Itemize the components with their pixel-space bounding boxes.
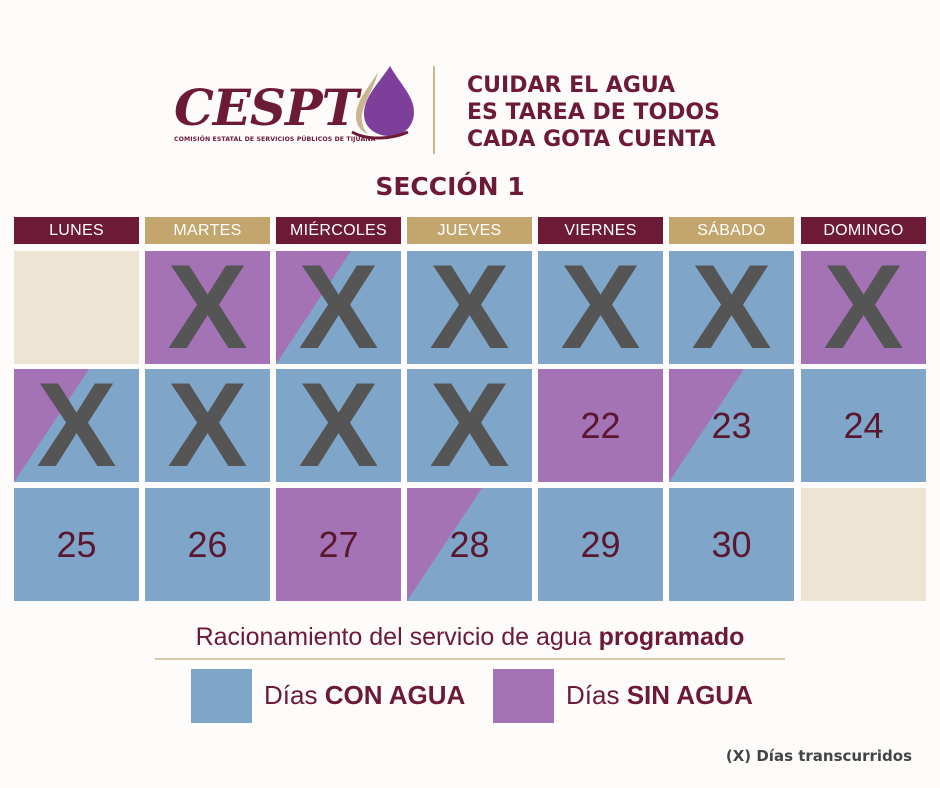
tagline-line: CADA GOTA CUENTA xyxy=(467,127,716,152)
day-status-fill xyxy=(14,488,139,601)
calendar-day: 29 xyxy=(538,488,663,601)
day-status-fill xyxy=(669,369,794,482)
day-status-fill xyxy=(407,369,532,482)
calendar-day: X xyxy=(801,251,926,364)
day-status-fill xyxy=(276,369,401,482)
day-status-fill xyxy=(14,369,139,482)
elapsed-day-x-mark: X xyxy=(298,251,379,364)
elapsed-day-x-mark: X xyxy=(691,251,772,364)
weekday-header: MARTES xyxy=(145,217,270,244)
tagline: CUIDAR EL AGUA ES TAREA DE TODOS CADA GO… xyxy=(467,72,720,153)
elapsed-day-x-mark: X xyxy=(560,251,641,364)
calendar-day: X xyxy=(276,369,401,482)
day-status-fill xyxy=(538,251,663,364)
elapsed-day-x-mark: X xyxy=(167,369,248,482)
calendar-day: 26 xyxy=(145,488,270,601)
day-status-fill xyxy=(538,369,663,482)
elapsed-day-x-mark: X xyxy=(167,251,248,364)
calendar-day: 23 xyxy=(669,369,794,482)
calendar-day: X xyxy=(145,251,270,364)
calendar-day: X xyxy=(407,251,532,364)
calendar-day: X xyxy=(14,369,139,482)
calendar-day: 30 xyxy=(669,488,794,601)
day-number: 30 xyxy=(711,524,752,565)
elapsed-day-x-mark: X xyxy=(429,251,510,364)
day-status-fill xyxy=(145,488,270,601)
sin-agua-prefix: Días xyxy=(566,680,627,710)
sin-agua-swatch xyxy=(493,669,554,723)
day-number: 23 xyxy=(711,405,752,446)
day-status-fill xyxy=(276,488,401,601)
calendar-day xyxy=(14,251,139,364)
weekday-header: MIÉRCOLES xyxy=(276,217,401,244)
calendar-day: 28 xyxy=(407,488,532,601)
elapsed-day-x-mark: X xyxy=(823,251,904,364)
day-number: 25 xyxy=(56,524,97,565)
calendar-day: X xyxy=(538,251,663,364)
sin-agua-bold: SIN AGUA xyxy=(626,680,753,710)
calendar-day: 22 xyxy=(538,369,663,482)
legend-divider xyxy=(155,658,785,660)
calendar-day: X xyxy=(669,251,794,364)
day-status-fill xyxy=(669,251,794,364)
day-number: 22 xyxy=(580,405,621,446)
legend-title: Racionamiento del servicio de agua progr… xyxy=(0,623,940,652)
day-status-fill xyxy=(801,369,926,482)
cespt-logo: CESPT COMISIÓN ESTATAL DE SERVICIOS PÚBL… xyxy=(168,62,428,162)
weekday-header: VIERNES xyxy=(538,217,663,244)
day-status-fill xyxy=(145,369,270,482)
day-number: 24 xyxy=(843,405,884,446)
calendar-day: X xyxy=(145,369,270,482)
water-drop-icon xyxy=(351,66,414,140)
day-status-fill xyxy=(669,488,794,601)
day-status-fill xyxy=(407,488,532,601)
calendar-day: 27 xyxy=(276,488,401,601)
calendar-day: X xyxy=(407,369,532,482)
sin-agua-label: Días SIN AGUA xyxy=(566,680,753,711)
day-status-fill xyxy=(276,251,401,364)
calendar-day: 24 xyxy=(801,369,926,482)
elapsed-day-x-mark: X xyxy=(298,369,379,482)
day-status-fill xyxy=(538,488,663,601)
header-divider xyxy=(433,66,435,154)
day-number: 27 xyxy=(318,524,359,565)
con-agua-label: Días CON AGUA xyxy=(264,680,465,711)
elapsed-day-x-mark: X xyxy=(36,369,117,482)
elapsed-day-x-mark: X xyxy=(429,369,510,482)
day-status-fill xyxy=(801,251,926,364)
day-number: 28 xyxy=(449,524,490,565)
day-status-fill xyxy=(145,251,270,364)
weekday-header: SÁBADO xyxy=(669,217,794,244)
weekday-header: DOMINGO xyxy=(801,217,926,244)
weekday-header: LUNES xyxy=(14,217,139,244)
calendar-day xyxy=(801,488,926,601)
section-title: SECCIÓN 1 xyxy=(375,172,525,201)
tagline-line: CUIDAR EL AGUA xyxy=(467,73,676,98)
weekday-header: JUEVES xyxy=(407,217,532,244)
day-number: 29 xyxy=(580,524,621,565)
day-number: 26 xyxy=(187,524,228,565)
footnote: (X) Días transcurridos xyxy=(725,747,912,765)
con-agua-swatch xyxy=(191,669,252,723)
day-status-fill xyxy=(407,251,532,364)
logo-subtitle: COMISIÓN ESTATAL DE SERVICIOS PÚBLICOS D… xyxy=(174,136,376,143)
tagline-line: ES TAREA DE TODOS xyxy=(467,100,720,125)
day-status-fill xyxy=(801,488,926,601)
day-status-fill xyxy=(14,251,139,364)
legend-title-bold: programado xyxy=(598,623,745,651)
calendar-day: 25 xyxy=(14,488,139,601)
legend-title-normal: Racionamiento del servicio de agua xyxy=(195,623,599,651)
calendar-day: X xyxy=(276,251,401,364)
con-agua-prefix: Días xyxy=(264,680,325,710)
logo-wordmark: CESPT xyxy=(174,78,359,137)
con-agua-bold: CON AGUA xyxy=(324,680,466,710)
